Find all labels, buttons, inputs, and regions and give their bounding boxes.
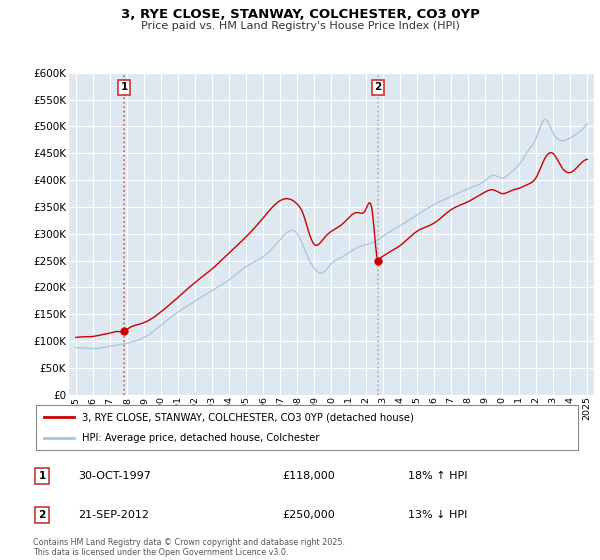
Text: Contains HM Land Registry data © Crown copyright and database right 2025.
This d: Contains HM Land Registry data © Crown c… bbox=[33, 538, 345, 557]
Text: 3, RYE CLOSE, STANWAY, COLCHESTER, CO3 0YP (detached house): 3, RYE CLOSE, STANWAY, COLCHESTER, CO3 0… bbox=[82, 412, 414, 422]
Text: 30-OCT-1997: 30-OCT-1997 bbox=[78, 471, 151, 481]
Text: £250,000: £250,000 bbox=[282, 510, 335, 520]
Text: 2: 2 bbox=[374, 82, 382, 92]
Text: Price paid vs. HM Land Registry's House Price Index (HPI): Price paid vs. HM Land Registry's House … bbox=[140, 21, 460, 31]
Text: 21-SEP-2012: 21-SEP-2012 bbox=[78, 510, 149, 520]
Text: 3, RYE CLOSE, STANWAY, COLCHESTER, CO3 0YP: 3, RYE CLOSE, STANWAY, COLCHESTER, CO3 0… bbox=[121, 8, 479, 21]
FancyBboxPatch shape bbox=[36, 405, 578, 450]
Text: 1: 1 bbox=[121, 82, 128, 92]
Text: HPI: Average price, detached house, Colchester: HPI: Average price, detached house, Colc… bbox=[82, 433, 320, 443]
Text: 1: 1 bbox=[38, 471, 46, 481]
Text: 2: 2 bbox=[38, 510, 46, 520]
Text: £118,000: £118,000 bbox=[282, 471, 335, 481]
Text: 18% ↑ HPI: 18% ↑ HPI bbox=[408, 471, 467, 481]
Text: 13% ↓ HPI: 13% ↓ HPI bbox=[408, 510, 467, 520]
